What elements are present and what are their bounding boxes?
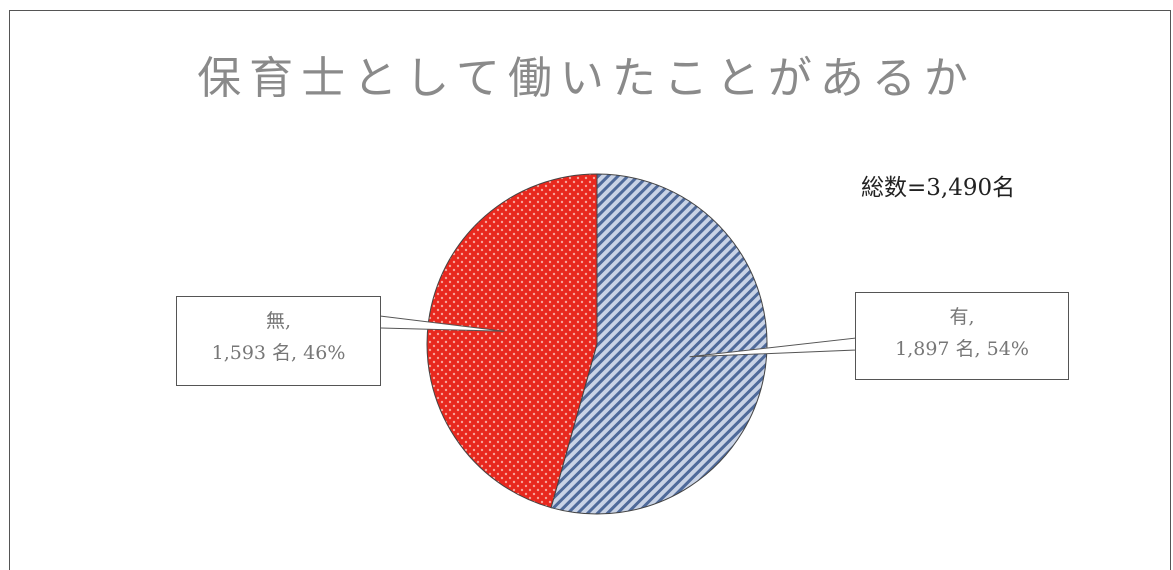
pie-slice-yes <box>550 173 768 515</box>
slice-label-no-value: 1,593 名, 46% <box>211 342 346 364</box>
total-count-label: 総数=3,490名 <box>861 175 1016 201</box>
slice-label-no-name: 無, <box>265 310 292 332</box>
pie-slice-no <box>426 173 598 509</box>
slice-label-yes-value: 1,897 名, 54% <box>895 338 1029 360</box>
slice-label-no: 無, 1,593 名, 46% <box>176 296 381 386</box>
chart-frame <box>9 10 1171 570</box>
slice-label-yes-name: 有, <box>949 306 975 328</box>
chart-title: 保育士として働いたことがあるか <box>197 53 976 104</box>
slice-label-yes: 有, 1,897 名, 54% <box>855 292 1069 380</box>
